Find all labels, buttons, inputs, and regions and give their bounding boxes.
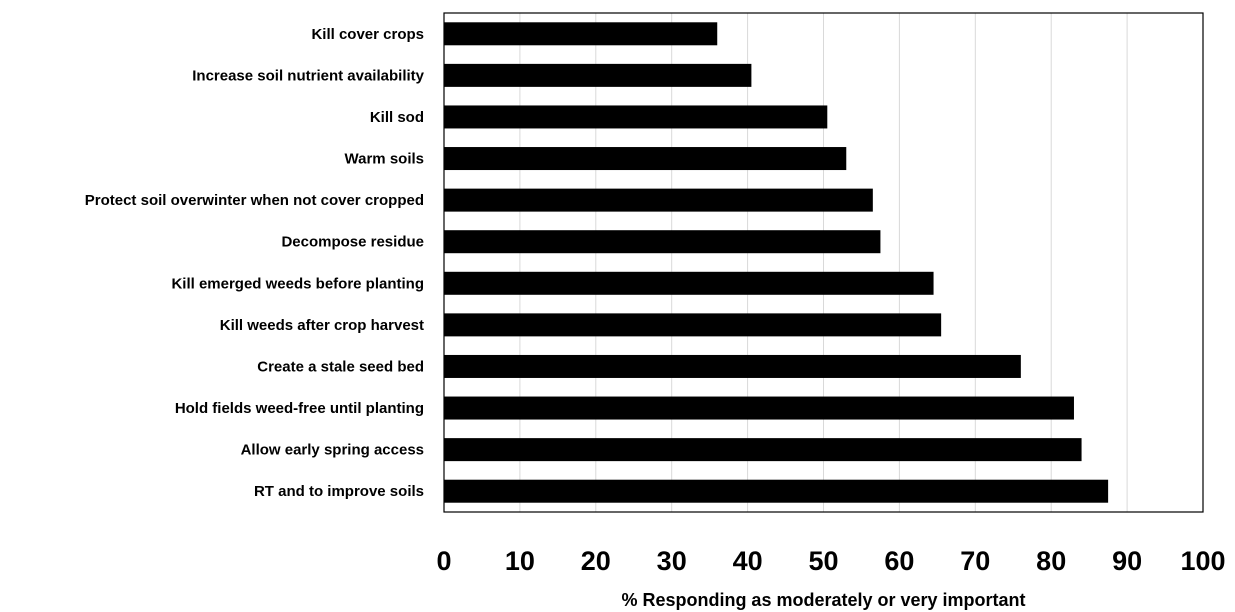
bar-7 — [444, 313, 942, 337]
bar-10 — [444, 438, 1082, 462]
category-label-5: Decompose residue — [281, 234, 424, 251]
category-label-0: Kill cover crops — [311, 26, 424, 43]
bars — [444, 22, 1109, 503]
x-tick-label-90: 90 — [1112, 546, 1142, 576]
category-labels: Kill cover crops Increase soil nutrient a… — [85, 26, 425, 500]
bar-5 — [444, 230, 881, 254]
x-axis-title: % Responding as moderately or very impor… — [621, 590, 1025, 610]
bar-8 — [444, 354, 1021, 378]
category-label-1: Increase soil nutrient availability — [192, 67, 424, 84]
x-tick-label-100: 100 — [1180, 546, 1225, 576]
x-tick-label-0: 0 — [436, 546, 451, 576]
x-tick-label-30: 30 — [657, 546, 687, 576]
category-label-10: Allow early spring access — [241, 442, 424, 459]
bar-0 — [444, 22, 718, 46]
x-tick-label-80: 80 — [1036, 546, 1066, 576]
category-label-3: Warm soils — [345, 151, 424, 168]
x-tick-label-40: 40 — [733, 546, 763, 576]
x-tick-label-60: 60 — [884, 546, 914, 576]
bar-9 — [444, 396, 1074, 420]
category-label-7: Kill weeds after crop harvest — [220, 317, 424, 334]
category-label-4: Protect soil overwinter when not cover c… — [85, 192, 424, 209]
bar-3 — [444, 147, 847, 171]
x-tick-label-20: 20 — [581, 546, 611, 576]
plot-frame — [443, 12, 1204, 513]
bar-1 — [444, 63, 752, 87]
x-tick-labels: 0 10 20 30 40 50 60 70 80 90 100 — [436, 546, 1225, 576]
category-label-2: Kill sod — [370, 109, 424, 126]
x-tick-label-50: 50 — [808, 546, 838, 576]
x-tick-label-10: 10 — [505, 546, 535, 576]
gridlines — [519, 13, 1128, 512]
category-label-8: Create a stale seed bed — [257, 358, 424, 375]
category-label-9: Hold fields weed-free until planting — [175, 400, 424, 417]
bar-4 — [444, 188, 873, 212]
bar-6 — [444, 271, 934, 295]
bar-2 — [444, 105, 828, 129]
category-label-6: Kill emerged weeds before planting — [171, 275, 424, 292]
category-label-11: RT and to improve soils — [254, 483, 424, 500]
x-tick-label-70: 70 — [960, 546, 990, 576]
bar-11 — [444, 479, 1109, 503]
